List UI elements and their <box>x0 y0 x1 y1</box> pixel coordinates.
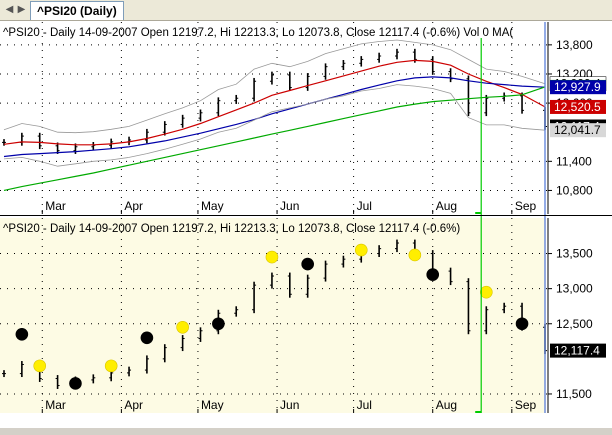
lower-panel-background <box>0 218 546 413</box>
upper-y-axis: 13,80013,20012,60011,40010,80012,999.412… <box>547 22 607 214</box>
x-tick-label: Sep <box>515 199 537 213</box>
yellow-signal-dot <box>176 320 189 334</box>
black-signal-dot <box>15 327 29 341</box>
black-signal-dot <box>140 331 154 345</box>
x-tick-label: May <box>201 199 224 213</box>
x-tick-label: Apr <box>124 199 143 213</box>
x-tick-label: Jul <box>357 199 372 213</box>
y-tick-label: 11,500 <box>556 387 592 401</box>
price-badge-label: 12,117.4 <box>554 344 600 358</box>
price-badge <box>550 343 606 358</box>
triangle-right-icon[interactable]: ▶ <box>17 4 26 15</box>
yellow-signal-dot <box>33 359 47 373</box>
yellow-signal-dot <box>104 359 118 373</box>
black-signal-dot <box>515 317 529 331</box>
tab-psi20-daily[interactable]: ^PSI20 (Daily) <box>30 1 124 20</box>
moving-average-line <box>3 86 546 191</box>
x-tick-label: Apr <box>124 398 143 412</box>
yellow-signal-dot <box>480 285 493 299</box>
y-tick-label: 13,500 <box>556 247 593 261</box>
upper-panel-background <box>0 22 546 214</box>
yellow-signal-dot <box>408 248 422 262</box>
cursor-group <box>0 22 612 413</box>
x-tick-label: May <box>201 398 224 412</box>
y-tick-label: 13,000 <box>556 282 593 296</box>
tab-label: ^PSI20 (Daily) <box>37 4 117 18</box>
price-badge-label: 12,520.5 <box>554 100 601 114</box>
black-signal-dot <box>212 317 225 331</box>
y-tick-label: 12,500 <box>556 317 593 331</box>
y-tick-label: 10,800 <box>556 183 593 197</box>
x-tick-label: Jun <box>280 199 299 213</box>
y-tick-label: 13,800 <box>556 38 593 52</box>
black-signal-dot <box>69 377 82 390</box>
chart-area: ^PSI20 - Daily 14-09-2007 Open 12197.2, … <box>0 22 612 413</box>
upper-chart-title: ^PSI20 - Daily 14-09-2007 Open 12197.2, … <box>3 27 513 39</box>
lower-chart-title: ^PSI20 - Daily 14-09-2007 Open 12197.2, … <box>3 223 460 235</box>
bollinger-lower-line <box>3 84 546 167</box>
x-tick-label: Mar <box>45 199 66 213</box>
lower-y-axis: 13,500 13,000 12,500 11,500 12,117.4 <box>547 218 606 413</box>
lower-series-group <box>2 239 547 390</box>
x-tick-label: Aug <box>436 398 457 412</box>
price-badge-label: 12,927.9 <box>554 80 601 94</box>
lower-signal-panel: ^PSI20 - Daily 14-09-2007 Open 12197.2, … <box>0 218 606 413</box>
price-badge <box>550 99 606 114</box>
x-tick-label: Jul <box>357 398 372 412</box>
x-tick-label: Aug <box>436 199 457 213</box>
yellow-signal-dot <box>265 250 279 264</box>
moving-average-line <box>3 59 546 146</box>
upper-x-axis: Mar Apr May Jun Jul Aug Sep <box>41 199 537 214</box>
black-signal-dot <box>426 268 440 281</box>
x-tick-label: Sep <box>515 398 537 412</box>
black-signal-dot <box>301 257 314 271</box>
tab-bar: ◀ ▶ ^PSI20 (Daily) <box>0 0 612 21</box>
moving-average-line <box>3 76 546 158</box>
bollinger-upper-line <box>3 39 546 134</box>
bottom-scrollbar[interactable] <box>0 428 612 435</box>
price-badge <box>550 80 606 95</box>
price-badge <box>550 123 606 138</box>
price-badge-label: 12,041.7 <box>554 123 601 137</box>
upper-price-panel: ^PSI20 - Daily 14-09-2007 Open 12197.2, … <box>0 22 607 214</box>
lower-x-axis: Mar Apr May Jun Jul Aug Sep <box>41 398 537 413</box>
x-tick-label: Mar <box>45 398 66 412</box>
upper-series-group <box>2 39 547 191</box>
triangle-left-icon[interactable]: ◀ <box>5 4 14 15</box>
y-tick-label: 11,400 <box>556 154 592 168</box>
yellow-signal-dot <box>354 243 368 257</box>
x-tick-label: Jun <box>280 398 299 412</box>
